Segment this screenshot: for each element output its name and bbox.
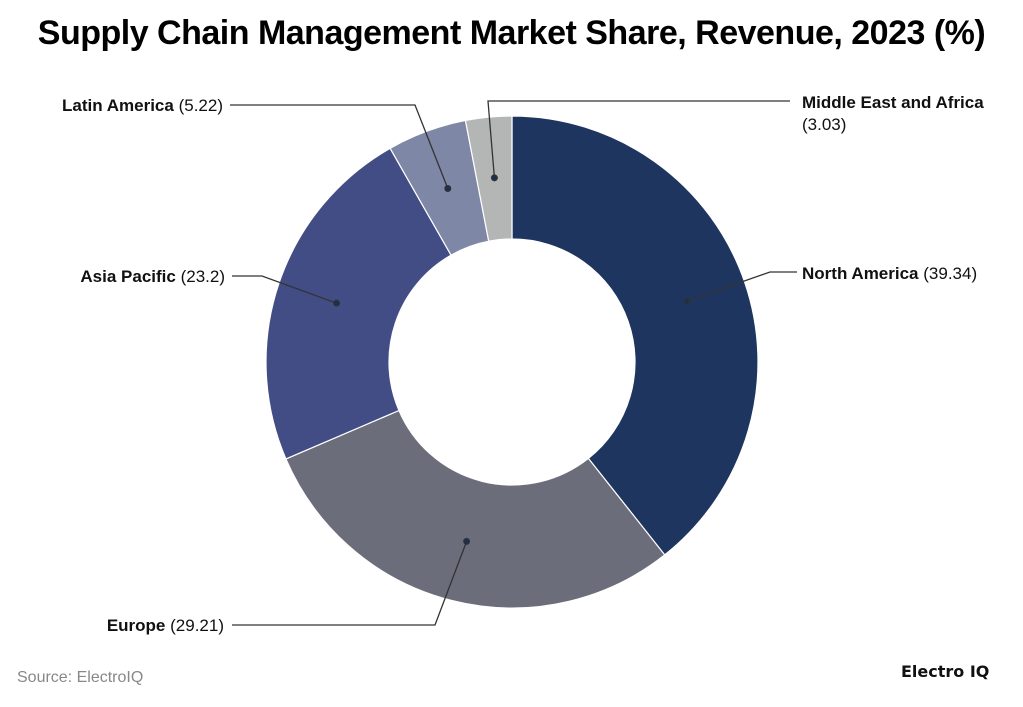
leader-dot	[683, 297, 691, 305]
label-name: Middle East and Africa	[802, 93, 984, 112]
label-name: Latin America	[62, 96, 174, 115]
leader-line	[232, 275, 337, 304]
slice-asia-pacific	[265, 147, 452, 460]
slice-middle-east-and-africa	[464, 115, 513, 242]
leader-line	[487, 100, 790, 178]
leader-dot	[444, 184, 452, 192]
label-name: North America	[802, 264, 919, 283]
label-north-america: North America (39.34)	[802, 263, 977, 285]
leader-line	[232, 541, 468, 626]
label-asia-pacific: Asia Pacific (23.2)	[80, 266, 225, 288]
chart-title: Supply Chain Management Market Share, Re…	[37, 14, 986, 52]
leader-line	[230, 104, 449, 189]
slice-north-america	[511, 115, 759, 556]
label-value: (5.22)	[178, 96, 223, 115]
leader-line	[686, 271, 797, 302]
source-note: Source: ElectroIQ	[17, 669, 144, 686]
label-value: (39.34)	[923, 264, 978, 283]
label-value: (23.2)	[180, 267, 225, 286]
label-value: (29.21)	[170, 616, 224, 635]
label-name: Europe	[106, 616, 166, 635]
electroiq-logo: Electro IQ	[901, 662, 990, 681]
leader-dot	[490, 174, 498, 182]
slice-europe	[285, 409, 666, 609]
label-name: Asia Pacific	[80, 267, 176, 286]
label-middle-east-africa: Middle East and Africa (3.03)	[802, 92, 984, 136]
label-latin-america: Latin America (5.22)	[62, 95, 223, 117]
leader-dot	[333, 299, 341, 307]
label-europe: Europe (29.21)	[107, 615, 224, 637]
label-value: (3.03)	[802, 115, 847, 134]
leader-dot	[463, 537, 471, 545]
